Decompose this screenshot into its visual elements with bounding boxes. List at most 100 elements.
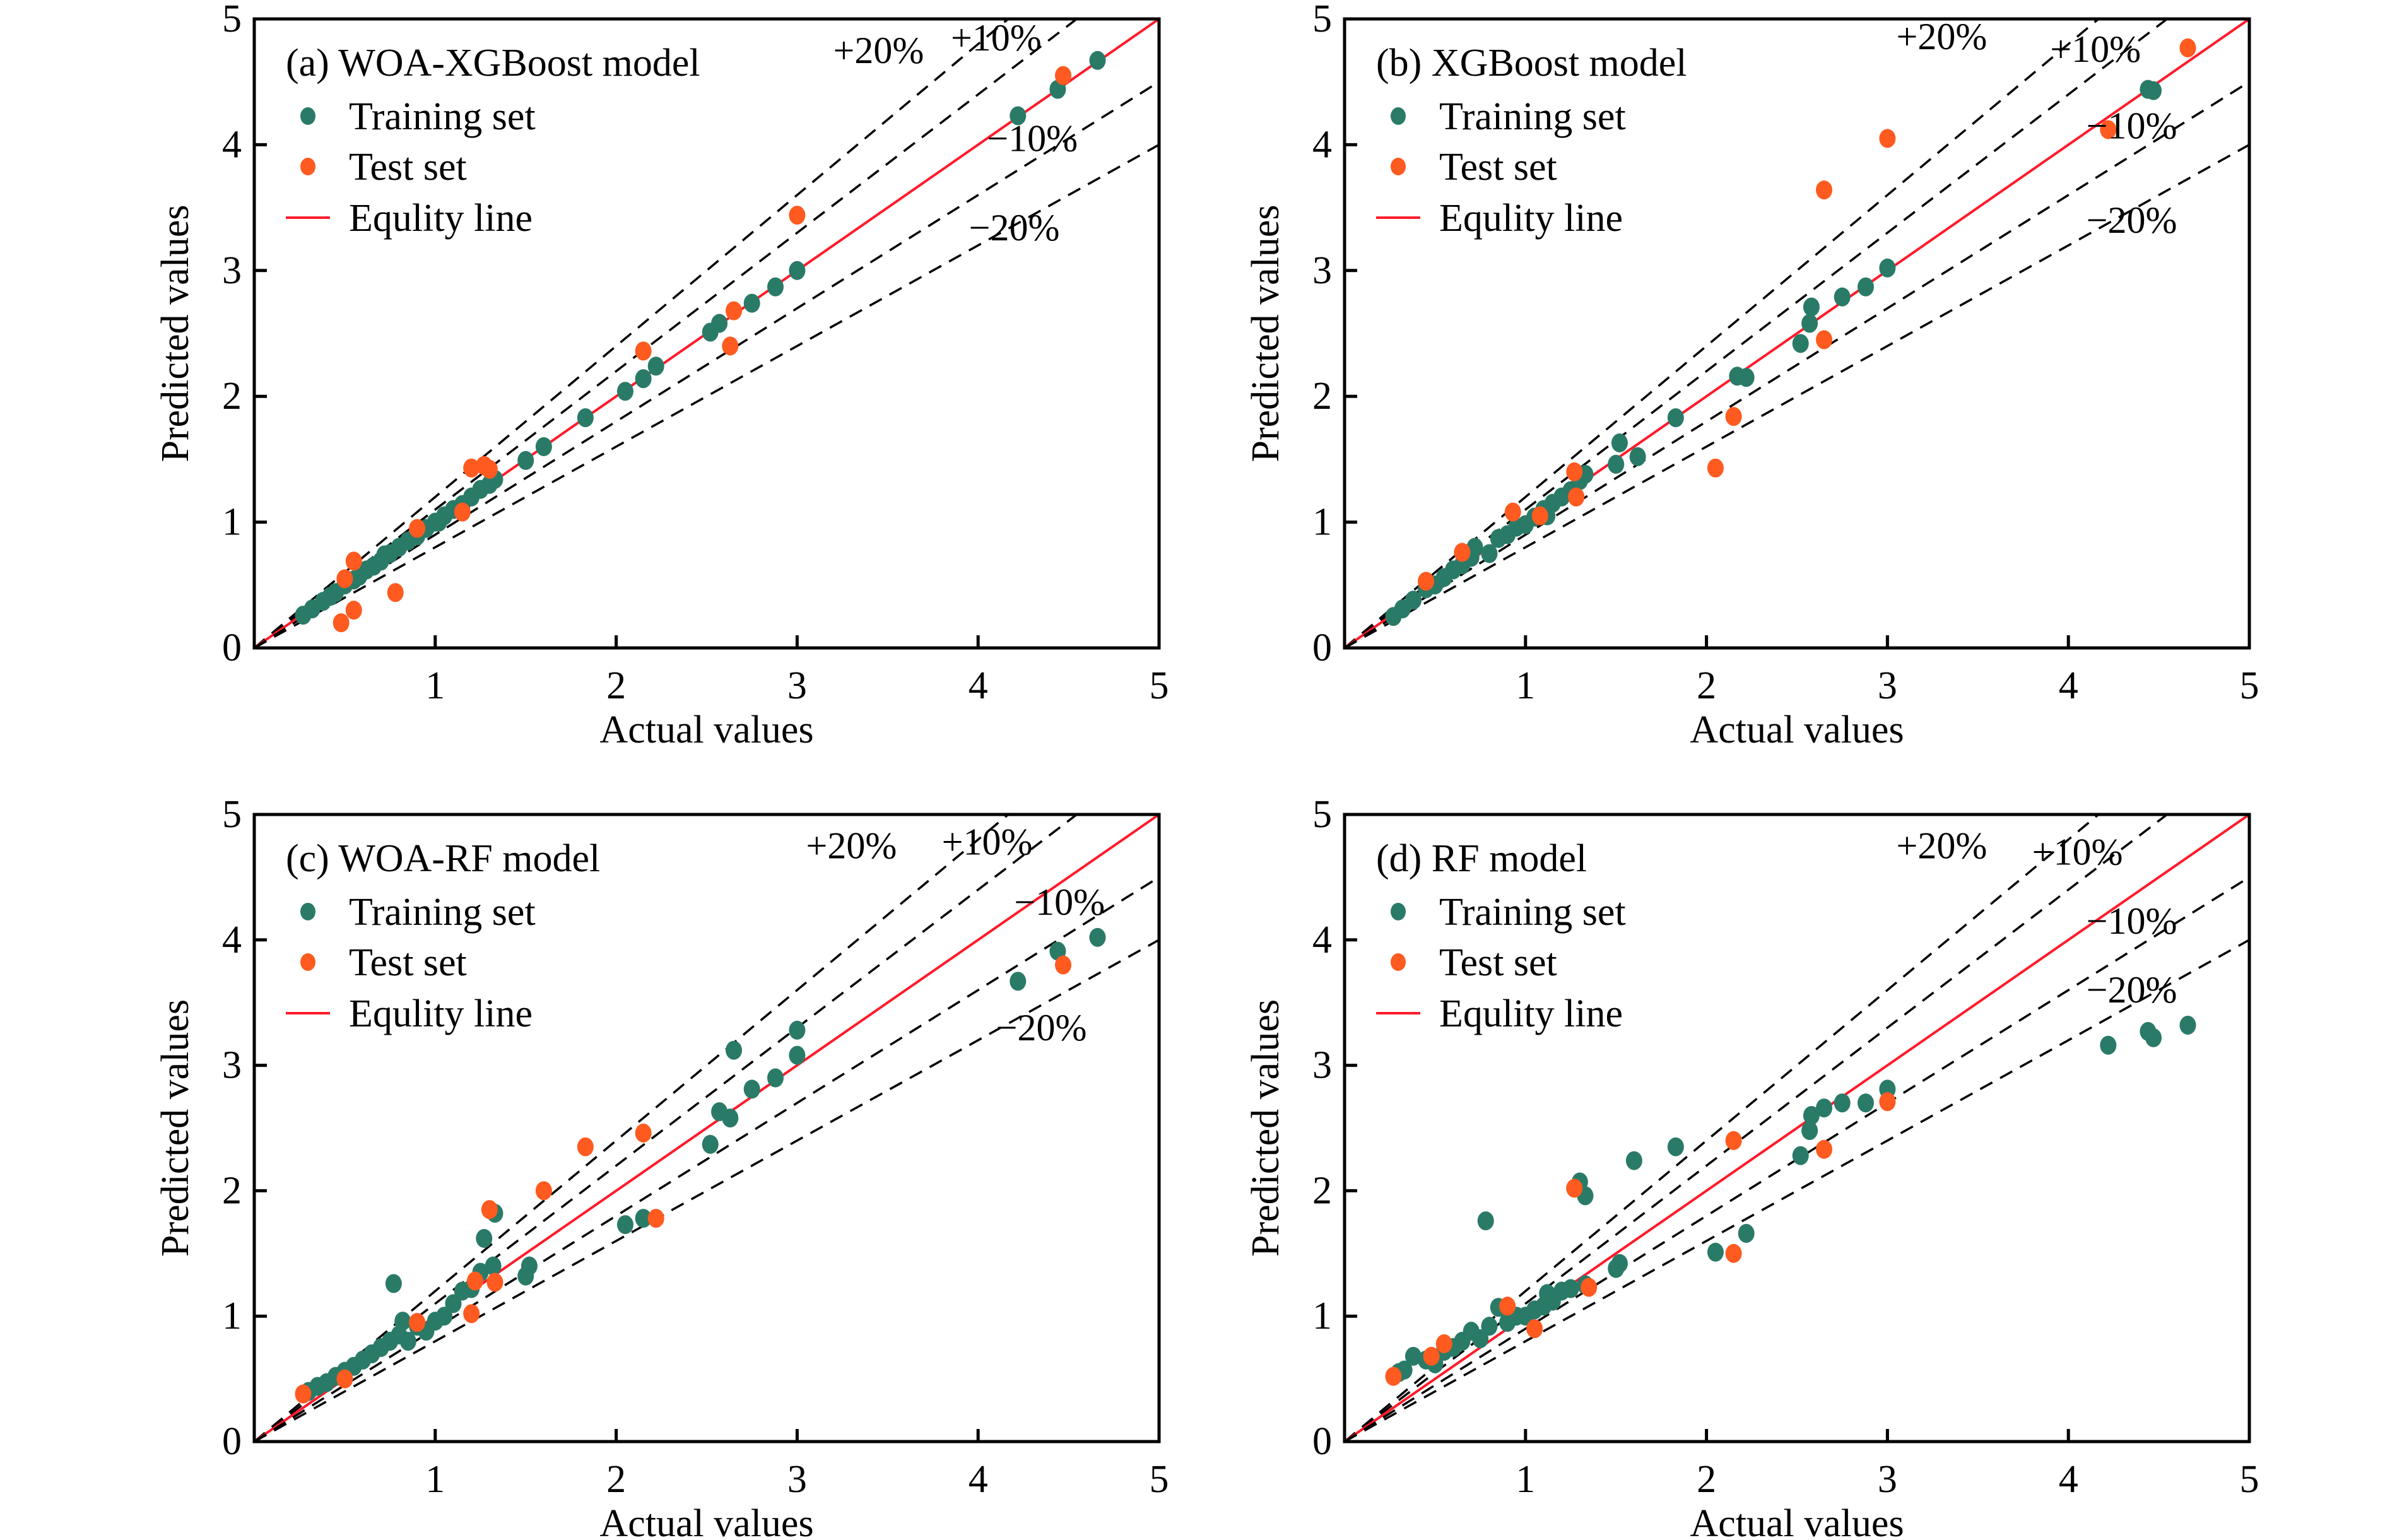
y-tick-label: 3	[1312, 249, 1332, 292]
training-point	[1803, 1106, 1820, 1126]
test-point	[647, 1209, 664, 1228]
test-point	[1879, 1092, 1896, 1112]
test-point	[1707, 458, 1724, 478]
x-tick-label: 4	[969, 664, 988, 707]
band-label: +20%	[833, 30, 924, 71]
test-point	[295, 1384, 312, 1404]
legend-training-label: Training set	[1439, 891, 1626, 934]
x-tick-label: 2	[606, 1458, 626, 1501]
y-tick-label: 5	[1312, 793, 1332, 836]
panel-title: (b) XGBoost model	[1376, 42, 1687, 85]
legend-training-marker	[1391, 903, 1406, 920]
y-tick-label: 4	[222, 919, 242, 961]
legend-equity-label: Equlity line	[349, 197, 533, 240]
training-point	[1404, 591, 1422, 610]
legend-equity-label: Equlity line	[1439, 197, 1623, 240]
training-point	[1834, 287, 1851, 307]
band-line-minus20pct	[1345, 143, 2249, 648]
test-point	[1423, 1346, 1440, 1366]
training-point	[1481, 544, 1498, 563]
y-tick-label: 3	[222, 1044, 242, 1087]
legend-equity-label: Equlity line	[349, 992, 533, 1035]
training-point	[476, 1228, 493, 1248]
y-tick-label: 0	[1312, 1420, 1332, 1463]
test-point	[345, 601, 362, 620]
x-tick-label: 3	[1878, 664, 1897, 707]
band-line-minus20pct	[254, 939, 1159, 1442]
band-label: −20%	[2087, 969, 2177, 1011]
training-point	[743, 1079, 760, 1099]
y-axis-title: Predicted values	[1244, 999, 1287, 1257]
y-tick-label: 1	[1312, 501, 1332, 544]
training-point	[726, 1040, 743, 1060]
training-point	[789, 1045, 806, 1065]
test-point	[722, 336, 739, 356]
test-point	[409, 519, 426, 538]
training-point	[1472, 1329, 1489, 1348]
x-axis-title: Actual values	[599, 1502, 813, 1540]
test-point	[1504, 502, 1521, 522]
test-point	[1725, 1131, 1742, 1150]
panel-c: 0 1 2 3 4 5 1 2 3 4 5 Actual values Predicted values…	[154, 793, 1169, 1540]
training-point	[2145, 81, 2162, 100]
test-point	[1566, 1179, 1583, 1198]
plot-area	[254, 814, 1159, 1442]
training-point	[1803, 297, 1820, 317]
legend-test-marker	[1391, 158, 1406, 175]
legend-test-label: Test set	[1439, 146, 1557, 189]
test-point	[1725, 1243, 1742, 1263]
y-tick-label: 1	[1312, 1295, 1332, 1337]
training-point	[399, 1331, 416, 1351]
panel-d: 0 1 2 3 4 5 1 2 3 4 5 Actual values Predicted values…	[1244, 793, 2259, 1540]
test-point	[1816, 180, 1833, 200]
legend-training-marker	[300, 107, 315, 125]
x-tick-label: 2	[1697, 664, 1716, 707]
band-label: +20%	[806, 825, 897, 867]
training-point	[1481, 1317, 1498, 1336]
band-line-minus20pct	[1345, 939, 2249, 1442]
training-point	[2100, 1035, 2117, 1055]
y-tick-label: 3	[222, 249, 242, 292]
legend-test-label: Test set	[1439, 941, 1557, 984]
training-point	[1089, 927, 1106, 947]
band-label: −10%	[2087, 900, 2177, 942]
band-label: −10%	[2087, 105, 2177, 146]
test-point	[481, 459, 498, 479]
training-point	[1010, 106, 1027, 126]
training-point	[711, 314, 728, 333]
y-tick-label: 2	[1312, 375, 1332, 418]
test-point	[2100, 120, 2117, 139]
legend-training-label: Training set	[349, 891, 536, 934]
training-point	[445, 1294, 462, 1314]
band-line-minus10pct	[1345, 81, 2249, 648]
axes-frame	[1343, 813, 2251, 1443]
band-line-minus10pct	[254, 876, 1159, 1442]
training-point	[1792, 1146, 1809, 1165]
test-point	[726, 301, 743, 320]
training-point	[1667, 1137, 1684, 1156]
axes-frame	[252, 17, 1161, 650]
panel-title: (c) WOA-RF model	[286, 837, 600, 880]
y-tick-label: 0	[1312, 626, 1332, 669]
y-axis-title: Predicted values	[1244, 204, 1287, 462]
panel-b: 0 1 2 3 4 5 1 2 3 4 5 Actual values Predicted values…	[1244, 0, 2259, 751]
y-tick-label: 1	[222, 501, 242, 544]
training-point	[1857, 1093, 1874, 1113]
test-point	[454, 502, 471, 522]
x-tick-label: 4	[2059, 664, 2078, 707]
test-point	[1054, 66, 1071, 85]
test-point	[1435, 1334, 1452, 1353]
y-tick-label: 2	[222, 1169, 242, 1212]
training-point	[1879, 258, 1896, 278]
training-point	[2179, 1015, 2196, 1035]
x-tick-label: 3	[787, 664, 807, 707]
band-label: −10%	[987, 117, 1078, 159]
training-point	[485, 1256, 502, 1276]
legend: Training set Test set Equlity line	[286, 891, 536, 1035]
legend-training-marker	[1391, 107, 1406, 125]
band-label: +20%	[1897, 16, 1988, 57]
training-point	[1707, 1242, 1724, 1262]
plot-area	[254, 19, 1159, 648]
test-point	[463, 458, 480, 478]
band-label: −10%	[1014, 881, 1105, 923]
